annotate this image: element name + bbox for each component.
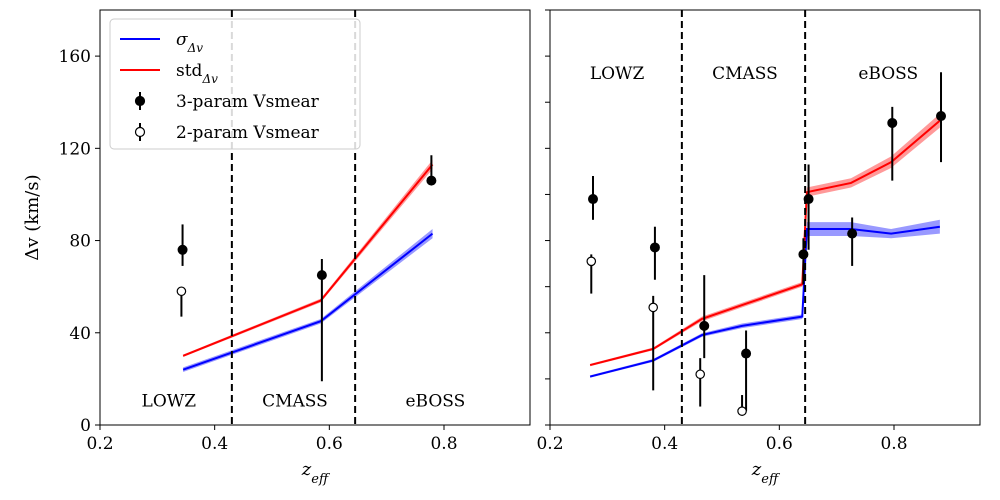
data-point (798, 249, 809, 260)
legend-marker (134, 95, 146, 107)
data-point (176, 286, 187, 297)
series-band (183, 229, 433, 372)
legend-label: stdΔv (176, 61, 218, 86)
y-axis-label: Δv (km/s) (22, 174, 43, 260)
legend-marker (134, 126, 146, 138)
x-axis-label: zeff (301, 459, 331, 487)
x-tick-label: 0.6 (766, 434, 793, 454)
legend-label: σΔv (176, 30, 203, 55)
x-axis-label: zeff (751, 459, 781, 487)
data-point (699, 320, 710, 331)
legend-label: 2-param Vsmear (176, 123, 320, 143)
x-tick-label: 0.4 (651, 434, 678, 454)
y-tick-label: 0 (80, 416, 91, 436)
series-band (590, 113, 940, 367)
data-point (695, 369, 706, 380)
plot-frame (549, 9, 981, 426)
plot-frame (99, 9, 531, 426)
data-point (847, 228, 858, 239)
legend-box (109, 18, 361, 150)
y-tick-label: 160 (59, 47, 91, 67)
data-point (586, 256, 597, 267)
x-tick-label: 0.8 (880, 434, 907, 454)
data-point (887, 117, 898, 128)
data-point (803, 194, 814, 205)
data-point (177, 244, 188, 255)
data-point (936, 111, 947, 122)
y-tick-label: 40 (69, 324, 91, 344)
data-point (588, 194, 598, 205)
data-point (737, 406, 747, 416)
y-tick-label: 120 (59, 139, 91, 159)
series-band (590, 219, 940, 378)
x-tick-label: 0.8 (430, 434, 457, 454)
x-tick-label: 0.6 (316, 434, 343, 454)
data-point (648, 302, 658, 313)
x-tick-label: 0.2 (86, 434, 113, 454)
y-tick-label: 80 (69, 232, 91, 252)
series-line (182, 163, 434, 357)
region-label: CMASS (712, 64, 778, 84)
series-line (589, 225, 941, 378)
region-label: LOWZ (142, 392, 197, 412)
x-tick-label: 0.2 (536, 434, 563, 454)
region-label: CMASS (262, 392, 328, 412)
region-label: eBOSS (405, 392, 465, 412)
data-point (316, 270, 327, 281)
data-point (741, 348, 752, 359)
legend-label: 3-param Vsmear (176, 92, 320, 112)
x-tick-label: 0.4 (201, 434, 228, 454)
legend: σΔv stdΔv 3-param Vsmear 2-param Vsmear (109, 18, 361, 150)
series-line (182, 232, 434, 371)
chart-panel-1: LOWZ CMASS eBOSS 0.2 0.4 0.6 0.8 0 40 80 120 160 zef… (22, 9, 531, 487)
data-point (649, 242, 660, 253)
region-label: eBOSS (858, 64, 918, 84)
data-point (426, 175, 437, 186)
chart-panel-2: LOWZ CMASS eBOSS 0.2 0.4 0.6 0.8 zeff (536, 9, 981, 487)
region-label: LOWZ (590, 64, 645, 84)
series-line (589, 119, 941, 367)
